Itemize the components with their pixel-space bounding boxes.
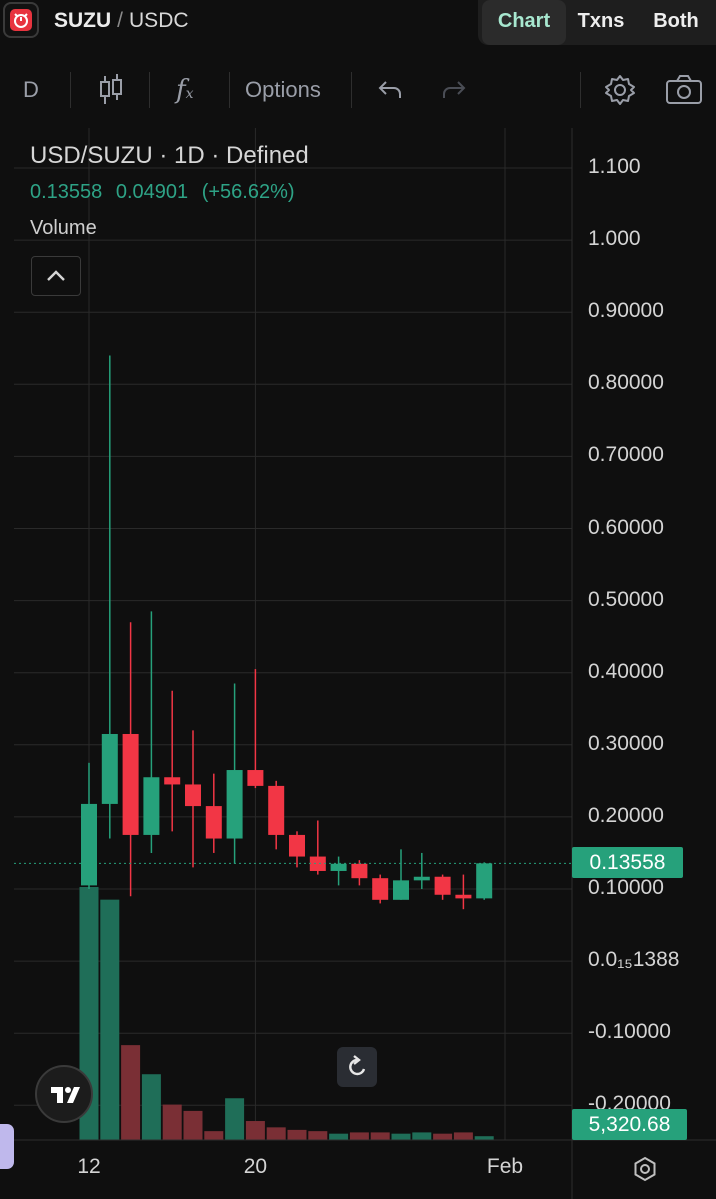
tab-chart[interactable]: Chart (482, 0, 566, 45)
price-axis-label: -0.10000 (588, 1020, 671, 1044)
view-tabs: Chart Txns Both (478, 0, 716, 45)
candle-body (393, 880, 409, 900)
price-axis-label: 0.20000 (588, 803, 664, 827)
volume-legend: Volume (30, 217, 97, 239)
candle-body (434, 876, 451, 895)
token-logo[interactable] (3, 2, 39, 38)
toolbar-divider (70, 72, 71, 108)
tab-both[interactable]: Both (653, 10, 699, 32)
volume-bar (433, 1133, 453, 1140)
chart-toolbar: D fx Options (0, 65, 716, 115)
candle-body (101, 733, 118, 804)
candle-body (143, 777, 160, 835)
volume-bars (79, 887, 494, 1140)
candle-body (289, 834, 305, 857)
reset-chart-button[interactable] (337, 1047, 377, 1087)
candle-body (309, 856, 326, 871)
redo-icon[interactable] (440, 65, 468, 115)
price-axis-label: 0.10000 (588, 876, 664, 899)
tab-txns[interactable]: Txns (577, 10, 625, 32)
base-symbol: SUZU (54, 9, 112, 32)
volume-bar (121, 1045, 141, 1140)
chevron-up-icon (47, 270, 65, 281)
volume-bar (329, 1133, 349, 1140)
candle-body (372, 878, 389, 900)
candle-body (205, 806, 222, 839)
candle-body (330, 863, 347, 871)
volume-bar (391, 1133, 411, 1140)
volume-bar (370, 1132, 390, 1140)
candle-body (247, 770, 264, 786)
indicators-icon[interactable]: fx (176, 75, 194, 105)
price-axis-label: 0.40000 (588, 659, 664, 683)
price-axis-label: 1.100 (588, 155, 641, 178)
volume-bar (453, 1132, 473, 1140)
candle-body (413, 876, 430, 881)
price-axis-label: 0.50000 (588, 587, 664, 611)
volume-bar (204, 1131, 224, 1140)
candle-body (122, 733, 139, 835)
volume-bar (183, 1110, 203, 1140)
toolbar-divider (149, 72, 150, 108)
top-bar: SUZU / USDC Chart Txns Both (0, 0, 716, 45)
legend-last-price: 0.13558 (30, 181, 103, 203)
volume-bar (141, 1074, 161, 1140)
price-axis-label: 0.90000 (588, 299, 664, 323)
pair-title: SUZU / USDC (54, 9, 189, 33)
toolbar-divider (229, 72, 230, 108)
price-axis-label: 0.60000 (588, 515, 664, 539)
candles-icon[interactable] (98, 65, 124, 115)
collapse-legend-button[interactable] (31, 256, 81, 296)
tradingview-logo[interactable] (35, 1065, 93, 1123)
undo-icon[interactable] (376, 65, 404, 115)
candle-body (455, 894, 472, 899)
volume-bar (474, 1136, 494, 1140)
volume-bar (412, 1132, 432, 1140)
candle-body (268, 785, 285, 835)
chart-frame (0, 128, 716, 1199)
candle-body (81, 803, 97, 886)
price-axis-label: 1.000 (588, 227, 641, 251)
interval-button[interactable]: D (23, 77, 39, 102)
volume-bar (225, 1098, 245, 1140)
legend-change-pct: (+56.62%) (201, 181, 295, 203)
legend-change: 0.04901 (115, 181, 189, 203)
volume-bar (162, 1104, 182, 1140)
volume-bar (245, 1121, 265, 1140)
candle-body (226, 770, 243, 839)
volume-bar (266, 1127, 286, 1140)
candle-body (185, 784, 201, 807)
time-axis-label: Feb (486, 1155, 524, 1178)
price-axis-label: 0.80000 (588, 371, 664, 395)
chart-legend-title: USD/SUZU · 1D · Defined (30, 142, 309, 169)
candle-body (476, 863, 493, 899)
pair-separator: / (117, 9, 124, 32)
volume-bar (349, 1132, 369, 1140)
alarm-icon (10, 9, 32, 31)
price-axis-label: 0.0₁₅1388 (588, 948, 680, 972)
options-button[interactable]: Options (245, 77, 321, 102)
price-candles (14, 355, 572, 910)
toolbar-divider (351, 72, 352, 108)
candle-body (164, 777, 181, 785)
axis-settings-icon[interactable] (632, 1156, 658, 1182)
volume-value-tag: 5,320.68 (572, 1109, 687, 1140)
volume-bar (287, 1129, 307, 1140)
refresh-icon (349, 1055, 366, 1076)
volume-bar (100, 899, 120, 1140)
settings-icon[interactable] (603, 65, 637, 115)
toolbar-divider (580, 72, 581, 108)
scroll-handle[interactable] (0, 1124, 14, 1169)
candlestick-chart[interactable] (0, 128, 716, 1199)
time-axis-label: 12 (77, 1155, 101, 1178)
quote-symbol: USDC (129, 9, 189, 32)
time-axis-label: 20 (243, 1155, 268, 1178)
volume-bar (308, 1131, 328, 1140)
candle-body (351, 863, 368, 879)
price-axis-label: 0.70000 (588, 443, 664, 467)
last-price-tag: 0.13558 (572, 847, 683, 878)
camera-icon[interactable] (665, 65, 703, 115)
chart-legend-values: 0.13558 0.04901 (+56.62%) (30, 181, 303, 204)
price-axis-label: 0.30000 (588, 731, 664, 755)
